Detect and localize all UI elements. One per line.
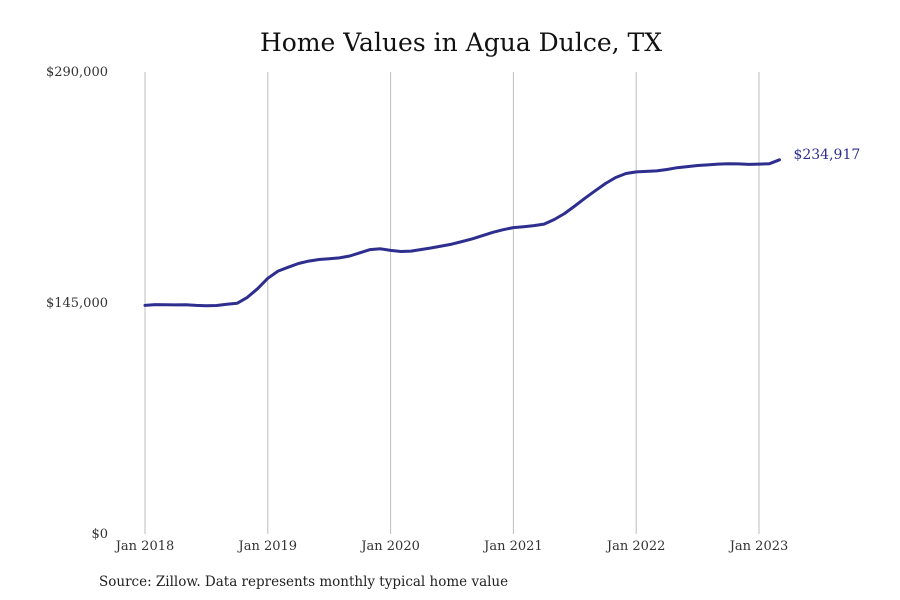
- data-point: [635, 170, 638, 173]
- data-point: [604, 182, 607, 185]
- data-point: [655, 169, 658, 172]
- y-tick-label: $145,000: [46, 296, 108, 311]
- data-point: [614, 176, 617, 179]
- data-point: [389, 249, 392, 252]
- y-tick-label: $0: [91, 527, 108, 542]
- data-point: [665, 168, 668, 171]
- data-point: [440, 245, 443, 248]
- data-point: [481, 234, 484, 237]
- data-point: [502, 228, 505, 231]
- data-point: [174, 303, 177, 306]
- data-point: [584, 197, 587, 200]
- data-point: [696, 164, 699, 167]
- data-point: [461, 240, 464, 243]
- source-note: Source: Zillow. Data represents monthly …: [99, 574, 508, 590]
- series-line: [143, 158, 781, 308]
- data-point: [543, 223, 546, 226]
- data-point: [287, 266, 290, 269]
- end-value-label: $234,917: [793, 147, 860, 163]
- data-point: [491, 231, 494, 234]
- data-point: [236, 302, 239, 305]
- x-tick-label: Jan 2022: [605, 539, 666, 554]
- gridlines: [144, 72, 760, 534]
- data-point: [256, 287, 259, 290]
- data-point: [645, 170, 648, 173]
- data-point: [246, 296, 249, 299]
- data-point: [318, 258, 321, 261]
- data-point: [747, 163, 750, 166]
- data-point: [266, 277, 269, 280]
- x-tick-label: Jan 2023: [728, 539, 789, 554]
- data-point: [625, 172, 628, 175]
- data-point: [277, 270, 280, 273]
- data-point: [164, 303, 167, 306]
- data-point: [369, 248, 372, 251]
- data-point: [676, 166, 679, 169]
- data-point: [410, 250, 413, 253]
- chart-title: Home Values in Agua Dulce, TX: [260, 28, 662, 57]
- data-point: [512, 226, 515, 229]
- data-point: [471, 237, 474, 240]
- data-point: [451, 243, 454, 246]
- data-point: [594, 189, 597, 192]
- x-tick-label: Jan 2021: [482, 539, 543, 554]
- data-point: [338, 256, 341, 259]
- data-point: [737, 162, 740, 165]
- data-point: [758, 163, 761, 166]
- data-point: [686, 165, 689, 168]
- data-point: [522, 225, 525, 228]
- data-point: [778, 158, 781, 161]
- data-point: [399, 250, 402, 253]
- data-point: [717, 163, 720, 166]
- data-point: [379, 247, 382, 250]
- series-group: $234,917: [143, 147, 860, 308]
- data-point: [563, 212, 566, 215]
- data-point: [195, 304, 198, 307]
- x-tick-label: Jan 2019: [237, 539, 298, 554]
- data-point: [215, 304, 218, 307]
- data-point: [348, 255, 351, 258]
- data-point: [307, 260, 310, 263]
- data-point: [706, 163, 709, 166]
- data-point: [358, 251, 361, 254]
- data-point: [553, 218, 556, 221]
- data-point: [328, 257, 331, 260]
- x-axis: Jan 2018 Jan 2019 Jan 2020 Jan 2021 Jan 2022…: [114, 539, 789, 554]
- data-point: [154, 303, 157, 306]
- data-point: [420, 248, 423, 251]
- data-point: [573, 205, 576, 208]
- data-point: [144, 304, 147, 307]
- data-point: [225, 303, 228, 306]
- data-point: [532, 224, 535, 227]
- y-axis: $0 $145,000 $290,000: [46, 65, 108, 542]
- data-point: [297, 262, 300, 265]
- data-point: [430, 246, 433, 249]
- data-point: [205, 304, 208, 307]
- y-tick-label: $290,000: [46, 65, 108, 80]
- x-tick-label: Jan 2020: [359, 539, 420, 554]
- data-point: [184, 303, 187, 306]
- x-tick-label: Jan 2018: [114, 539, 175, 554]
- data-point: [727, 162, 730, 165]
- data-point: [768, 162, 771, 165]
